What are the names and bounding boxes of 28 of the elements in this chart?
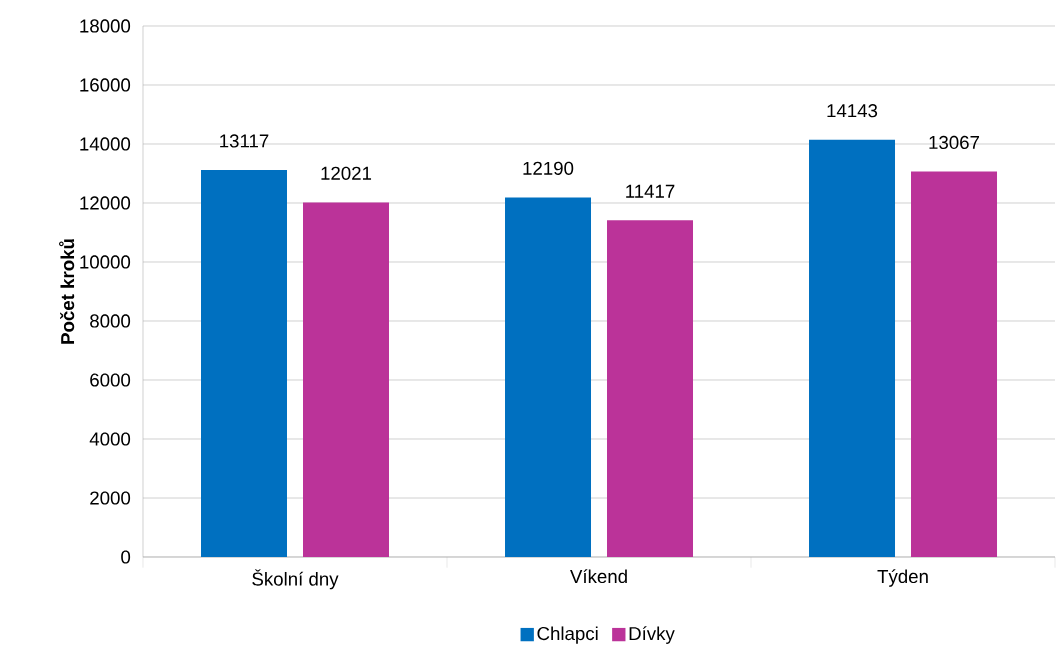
- data-label: 12021: [321, 166, 372, 180]
- bar: [607, 220, 694, 557]
- x-tick-label: Školní dny: [252, 569, 339, 590]
- y-tick-label: 12000: [80, 196, 131, 210]
- data-label: 13067: [929, 135, 980, 150]
- bar: [303, 202, 389, 557]
- bar: [201, 170, 287, 557]
- data-label: 12190: [523, 161, 574, 175]
- x-tick-label: Týden: [877, 569, 928, 587]
- y-tick-label: 10000: [80, 255, 131, 269]
- y-tick-label: 8000: [90, 314, 131, 328]
- y-tick-label: 6000: [90, 373, 131, 387]
- bar: [911, 171, 998, 557]
- x-tick-label: Víkend: [570, 569, 627, 584]
- data-label: 13117: [220, 134, 269, 148]
- bar: [809, 139, 896, 557]
- legend-label: Chlapci: [537, 626, 598, 644]
- y-tick-label: 18000: [80, 19, 131, 33]
- bar: [505, 197, 592, 557]
- y-tick-label: 0: [121, 550, 131, 564]
- data-label: 14143: [827, 104, 878, 118]
- y-tick-label: 4000: [89, 432, 131, 446]
- y-tick-label: 16000: [80, 78, 131, 92]
- y-tick-label: 14000: [80, 137, 131, 151]
- y-axis-title: Počet kroků: [59, 239, 75, 344]
- legend-label: Dívky: [629, 626, 675, 644]
- y-tick-label: 2000: [90, 491, 131, 505]
- data-label: 11417: [626, 184, 675, 198]
